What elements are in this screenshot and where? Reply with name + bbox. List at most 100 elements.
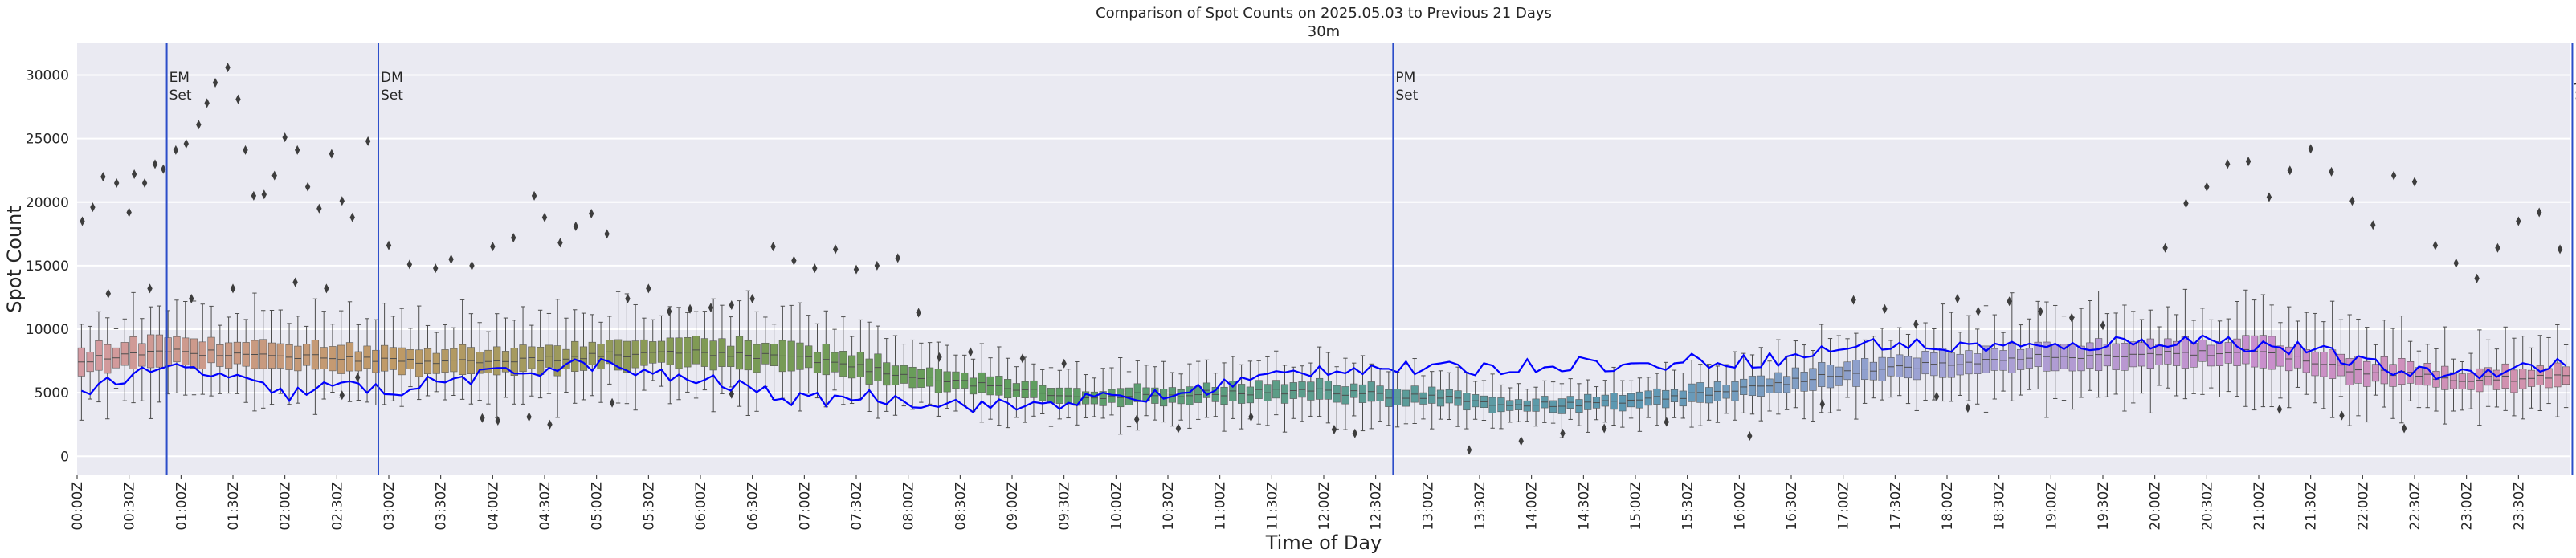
box-45 xyxy=(467,313,475,405)
box-70 xyxy=(684,312,692,393)
box-89 xyxy=(848,336,856,405)
box-37 xyxy=(398,308,406,407)
box-223 xyxy=(2008,292,2016,401)
outlier-point xyxy=(490,242,496,252)
x-tick-label: 01:00Z xyxy=(174,482,190,531)
outlier-point xyxy=(495,415,500,426)
box-86 xyxy=(822,310,830,408)
box-278 xyxy=(2484,339,2492,407)
box-18 xyxy=(233,313,242,394)
box-285 xyxy=(2545,336,2553,405)
box-84 xyxy=(805,315,813,394)
box-195 xyxy=(1766,360,1774,412)
box-170 xyxy=(1549,381,1557,424)
box-15 xyxy=(207,305,215,397)
outlier-point xyxy=(230,283,236,294)
box-28 xyxy=(320,311,328,400)
x-tick-label: 17:00Z xyxy=(1836,482,1852,531)
box-237 xyxy=(2129,311,2137,404)
box-238 xyxy=(2137,319,2146,394)
box-81 xyxy=(778,305,786,399)
box-254 xyxy=(2276,322,2284,399)
box-7 xyxy=(138,318,146,401)
outlier-point xyxy=(729,389,734,399)
box-93 xyxy=(883,338,891,412)
x-tick-label: 15:30Z xyxy=(1680,482,1696,531)
outlier-point xyxy=(2308,144,2313,154)
outlier-point xyxy=(1061,358,1067,369)
x-tick-label: 06:30Z xyxy=(745,482,761,531)
x-tick-label: 05:00Z xyxy=(590,482,606,531)
box-210 xyxy=(1896,327,1904,397)
box-208 xyxy=(1878,328,1886,401)
box-227 xyxy=(2043,301,2051,418)
outlier-point xyxy=(1019,353,1026,364)
outlier-point xyxy=(469,260,475,271)
x-tick-label: 06:00Z xyxy=(693,482,709,531)
x-tick-label: 23:00Z xyxy=(2460,482,2476,531)
box-17 xyxy=(224,316,233,394)
box-190 xyxy=(1722,364,1730,414)
box-287 xyxy=(2562,344,2570,409)
box-219 xyxy=(1974,328,1982,405)
box-274 xyxy=(2449,358,2458,412)
x-tick-label: 07:00Z xyxy=(797,482,813,531)
box-179 xyxy=(1627,380,1635,419)
box-131 xyxy=(1211,373,1219,417)
box-138 xyxy=(1272,350,1280,416)
outlier-point xyxy=(183,139,189,149)
box-228 xyxy=(2051,304,2060,399)
box-145 xyxy=(1333,366,1341,430)
box-97 xyxy=(917,342,925,403)
x-tick-label: 00:30Z xyxy=(122,482,138,531)
box-66 xyxy=(649,319,657,381)
box-222 xyxy=(1999,332,2007,392)
box-107 xyxy=(1004,357,1012,429)
outlier-point xyxy=(1248,412,1254,422)
box-242 xyxy=(2173,314,2181,397)
box-50 xyxy=(510,320,518,405)
x-tick-label: 22:30Z xyxy=(2407,482,2423,531)
outlier-point xyxy=(2287,165,2292,176)
box-13 xyxy=(190,300,198,396)
box-33 xyxy=(363,318,371,403)
box-113 xyxy=(1055,369,1063,420)
box-100 xyxy=(943,344,951,409)
outlier-point xyxy=(2276,404,2283,414)
box-240 xyxy=(2155,326,2163,386)
y-tick-label: 30000 xyxy=(26,68,69,84)
box-151 xyxy=(1385,371,1393,426)
box-27 xyxy=(311,298,320,415)
x-tick-label: 11:30Z xyxy=(1264,482,1280,531)
outlier-point xyxy=(243,145,248,155)
box-206 xyxy=(1861,339,1869,404)
outlier-point xyxy=(113,178,120,189)
box-47 xyxy=(484,331,492,405)
outlier-point xyxy=(292,277,298,287)
x-tick-label: 20:30Z xyxy=(2199,482,2215,531)
box-224 xyxy=(2017,324,2025,396)
box-163 xyxy=(1488,373,1496,429)
outlier-point xyxy=(687,303,693,314)
box-9 xyxy=(155,305,163,403)
outlier-point xyxy=(2474,273,2480,283)
box-49 xyxy=(501,317,510,398)
box-241 xyxy=(2164,306,2172,389)
x-tick-label: 17:30Z xyxy=(1888,482,1904,531)
box-236 xyxy=(2121,304,2129,412)
outlier-point xyxy=(1954,294,1961,304)
outlier-point xyxy=(386,240,392,250)
x-tick-label: 19:00Z xyxy=(2043,482,2060,531)
box-129 xyxy=(1194,360,1202,420)
box-48 xyxy=(493,313,501,418)
box-82 xyxy=(787,304,795,405)
box-12 xyxy=(182,300,190,396)
box-174 xyxy=(1584,379,1592,433)
box-191 xyxy=(1731,351,1739,421)
outlier-point xyxy=(225,63,231,73)
box-277 xyxy=(2476,329,2484,426)
box-92 xyxy=(874,325,882,419)
outlier-point xyxy=(152,159,158,169)
outlier-point xyxy=(2162,242,2168,253)
box-57 xyxy=(571,309,579,404)
